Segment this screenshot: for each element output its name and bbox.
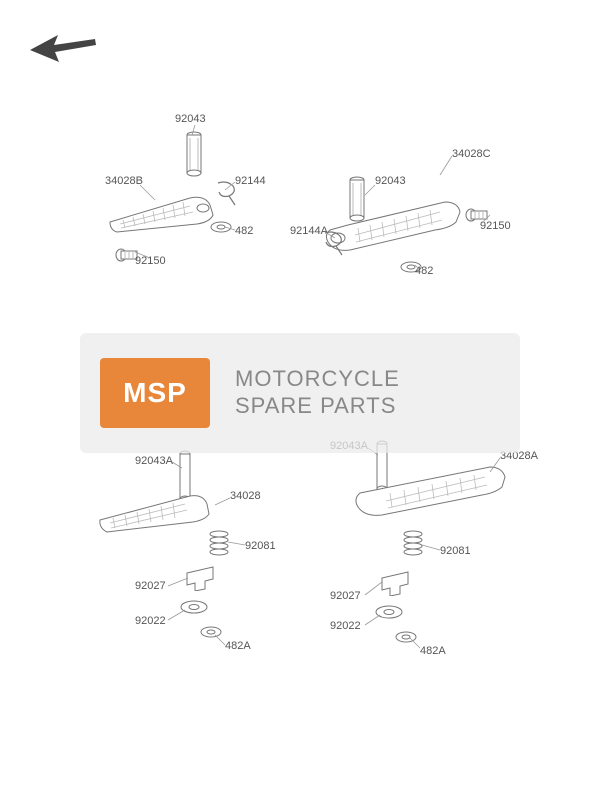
watermark-logo-text: MSP bbox=[123, 377, 187, 409]
part-label: 482 bbox=[415, 265, 433, 277]
watermark-overlay: MSP MOTORCYCLE SPARE PARTS bbox=[80, 333, 520, 453]
part-label: 92150 bbox=[135, 255, 166, 267]
part-label: 92150 bbox=[480, 220, 511, 232]
coil-spring-part bbox=[402, 530, 424, 565]
clip-part bbox=[395, 630, 417, 648]
part-label: 482A bbox=[225, 640, 251, 652]
part-label: 92144 bbox=[235, 175, 266, 187]
watermark-line2: SPARE PARTS bbox=[235, 393, 400, 419]
part-label: 92081 bbox=[245, 540, 276, 552]
watermark-line1: MOTORCYCLE bbox=[235, 366, 400, 392]
part-label: 92022 bbox=[330, 620, 361, 632]
part-label: 92022 bbox=[135, 615, 166, 627]
part-label: 34028C bbox=[452, 148, 491, 160]
washer-part bbox=[180, 600, 208, 619]
clip-part bbox=[200, 625, 222, 643]
collar-part bbox=[380, 570, 410, 601]
collar-part bbox=[185, 565, 215, 596]
part-label: 92027 bbox=[330, 590, 361, 602]
coil-spring-part bbox=[208, 530, 230, 565]
part-label: 92081 bbox=[440, 545, 471, 557]
pin-part bbox=[185, 130, 203, 185]
part-label: 92144A bbox=[290, 225, 328, 237]
footrest-part bbox=[350, 465, 510, 525]
part-label: 92043 bbox=[175, 113, 206, 125]
direction-arrow-icon bbox=[30, 30, 100, 75]
part-label: 92043A bbox=[135, 455, 173, 467]
clip-part bbox=[210, 220, 232, 238]
footrest-part bbox=[95, 490, 220, 540]
footrest-part bbox=[105, 190, 225, 240]
part-label: 482 bbox=[235, 225, 253, 237]
part-label: 482A bbox=[420, 645, 446, 657]
part-label: 92043 bbox=[375, 175, 406, 187]
watermark-logo: MSP bbox=[100, 358, 210, 428]
washer-part bbox=[375, 605, 403, 624]
part-label: 92027 bbox=[135, 580, 166, 592]
part-label: 34028B bbox=[105, 175, 143, 187]
watermark-text: MOTORCYCLE SPARE PARTS bbox=[235, 366, 400, 419]
part-label: 34028 bbox=[230, 490, 261, 502]
